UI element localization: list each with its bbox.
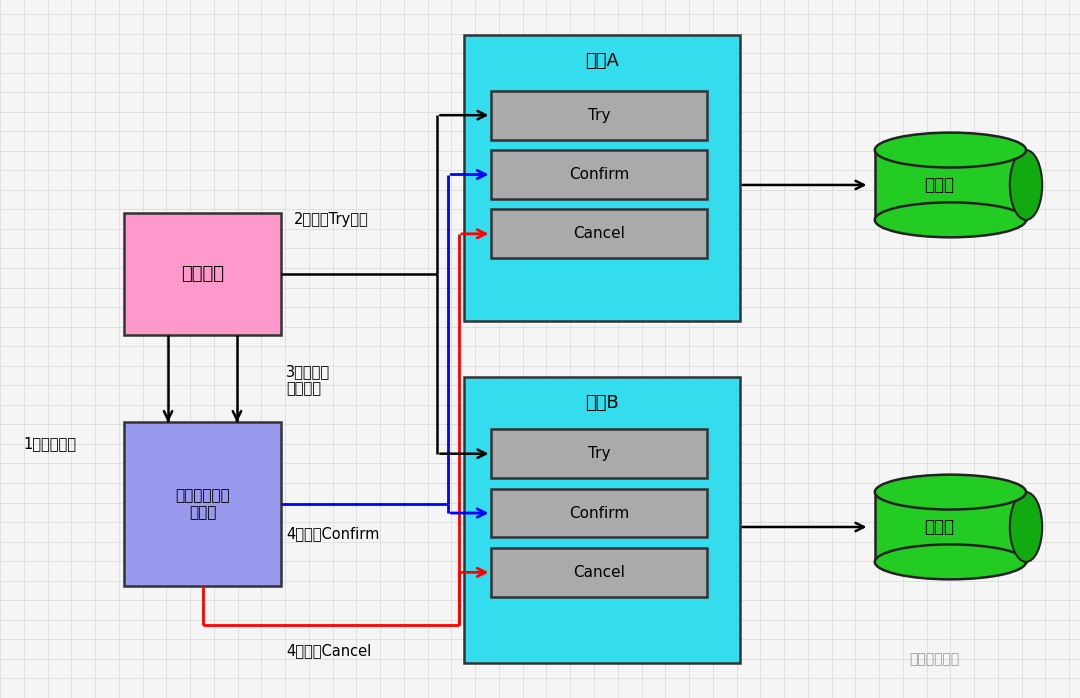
Ellipse shape: [875, 133, 1026, 168]
Text: 分布式事务协
调服务: 分布式事务协 调服务: [175, 488, 230, 521]
Ellipse shape: [875, 475, 1026, 510]
Bar: [875, 492, 1026, 562]
Text: 4、调用Confirm: 4、调用Confirm: [286, 526, 379, 542]
Text: 2、调用Try接口: 2、调用Try接口: [294, 212, 368, 228]
FancyBboxPatch shape: [491, 209, 707, 258]
Text: Confirm: Confirm: [569, 505, 630, 521]
Text: Cancel: Cancel: [573, 565, 625, 580]
Ellipse shape: [1010, 492, 1042, 562]
FancyBboxPatch shape: [491, 429, 707, 478]
Text: 4、调用Cancel: 4、调用Cancel: [286, 643, 372, 658]
Text: 程序员内点事: 程序员内点事: [909, 653, 959, 667]
Text: Try: Try: [589, 446, 610, 461]
Text: 业务应用: 业务应用: [181, 265, 224, 283]
Text: 数据库: 数据库: [924, 176, 954, 194]
Text: 服务B: 服务B: [585, 394, 619, 413]
Text: 3、提交或
回滚事务: 3、提交或 回滚事务: [286, 364, 330, 396]
Text: Try: Try: [589, 107, 610, 123]
FancyBboxPatch shape: [491, 150, 707, 199]
FancyBboxPatch shape: [491, 548, 707, 597]
FancyBboxPatch shape: [491, 91, 707, 140]
Ellipse shape: [1010, 150, 1042, 220]
Text: 服务A: 服务A: [585, 52, 619, 70]
FancyBboxPatch shape: [464, 35, 740, 321]
Ellipse shape: [875, 544, 1026, 579]
Ellipse shape: [875, 202, 1026, 237]
FancyBboxPatch shape: [124, 213, 281, 335]
Text: 数据库: 数据库: [924, 518, 954, 536]
Text: Confirm: Confirm: [569, 167, 630, 182]
Text: Cancel: Cancel: [573, 226, 625, 242]
FancyBboxPatch shape: [491, 489, 707, 537]
FancyBboxPatch shape: [124, 422, 281, 586]
FancyBboxPatch shape: [464, 377, 740, 663]
Text: 1、启动事务: 1、启动事务: [24, 436, 77, 451]
Bar: [875, 150, 1026, 220]
